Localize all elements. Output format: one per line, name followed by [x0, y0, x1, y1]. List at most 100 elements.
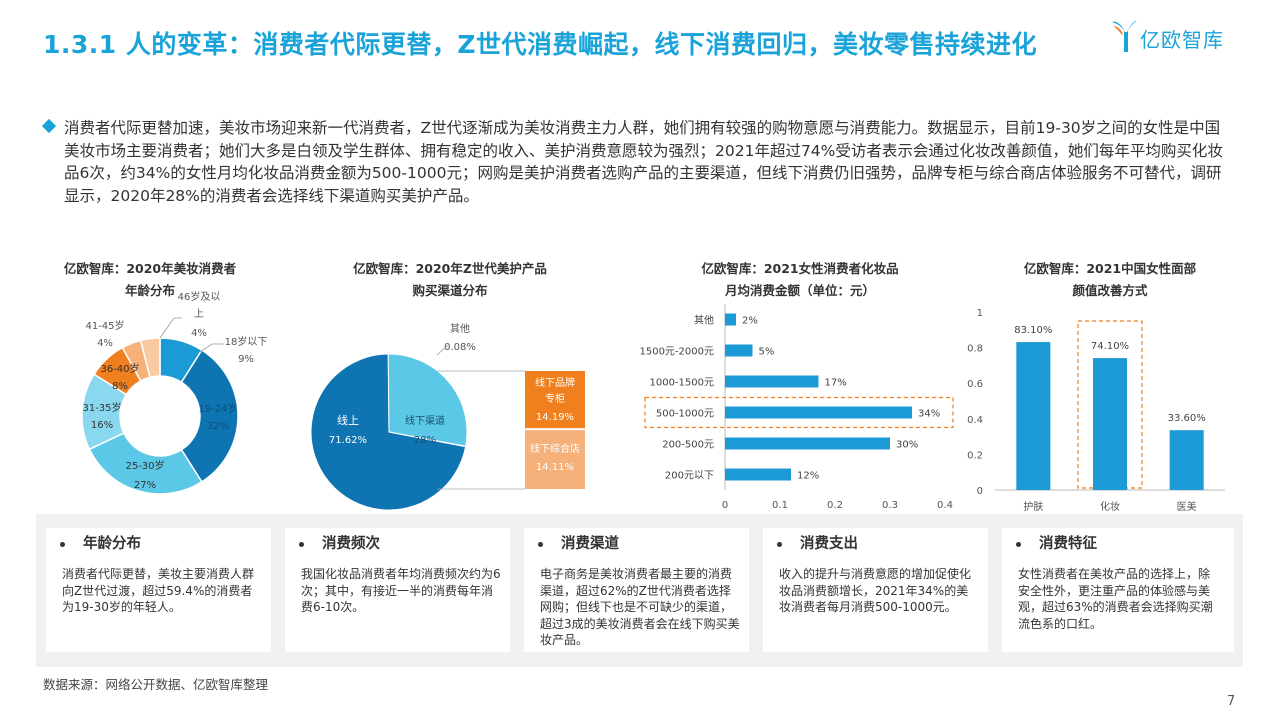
company-logo: 亿欧智库	[1110, 18, 1250, 58]
label-general-store: 线下综合店	[530, 442, 580, 455]
leader-46-plus	[159, 317, 182, 339]
label-brand-counter-line1: 线下品牌	[535, 376, 575, 389]
chart3-title: 亿欧智库：2021女性消费者化妆品 月均消费金额（单位：元）	[670, 258, 930, 302]
age-slice-2	[88, 432, 203, 495]
chart4-value-label: 74.10%	[1091, 341, 1129, 352]
panel-spending-body: 收入的提升与消费意愿的增加促使化妆品消费额增长，2021年34%的美妆消费者每月…	[779, 567, 972, 614]
chart4-bar	[1093, 358, 1127, 490]
panel-channel-title: 消费渠道	[561, 536, 619, 552]
panel-spending-title: 消费支出	[800, 536, 858, 552]
value-25-30: 27%	[134, 480, 156, 491]
panel-frequency: 消费频次 我国化妆品消费者年均消费频次约为6次；其中，有接近一半的消费每年消费6…	[285, 528, 510, 652]
chart3-highlight-box	[644, 396, 954, 429]
label-under-18: 18岁以下	[225, 335, 268, 348]
label-25-30: 25-30岁	[125, 459, 164, 472]
age-slice-1	[180, 349, 239, 483]
chart3-category-label: 500-1000元	[656, 409, 714, 420]
leader-other	[436, 344, 449, 356]
panel-age: 年龄分布 消费者代际更替，美妆主要消费人群向Z世代过渡，超过59.4%的消费者为…	[46, 528, 271, 652]
chart2-title: 亿欧智库：2020年Z世代美护产品 购买渠道分布	[330, 258, 570, 302]
value-general-store: 14.11%	[536, 462, 574, 473]
chart4-y-tick: 0.4	[967, 415, 983, 426]
value-online: 71.62%	[329, 435, 367, 446]
chart4-value-label: 83.10%	[1014, 325, 1052, 336]
chart4-value-label: 33.60%	[1168, 413, 1206, 424]
label-other: 其他	[450, 322, 470, 335]
page-number: 7	[1227, 694, 1236, 709]
value-31-35: 16%	[91, 420, 113, 431]
panel-age-body: 消费者代际更替，美妆主要消费人群向Z世代过渡，超过59.4%的消费者为19-30…	[62, 567, 255, 614]
chart4-y-tick: 0.8	[967, 344, 983, 355]
channel-slice-2	[388, 431, 467, 448]
chart4-title-line2: 颜值改善方式	[1072, 283, 1148, 298]
bullet-dot-icon	[538, 541, 543, 547]
chart3-value-label: 34%	[918, 409, 940, 420]
bullet-dot-icon	[1016, 541, 1021, 547]
panel-channel-head: 消费渠道	[538, 532, 619, 553]
chart3-x-tick: 0	[722, 500, 728, 511]
label-19-24: 19-24岁	[198, 402, 237, 415]
chart4-title: 亿欧智库：2021中国女性面部 颜值改善方式	[990, 258, 1230, 302]
chart3-category-label: 1000-1500元	[649, 378, 714, 389]
chart3-category-label: 1500元-2000元	[639, 347, 714, 358]
breakdown-general-store	[525, 430, 585, 489]
chart3-value-label: 30%	[896, 440, 918, 451]
leader-under-18	[199, 343, 224, 353]
panel-frequency-body: 我国化妆品消费者年均消费频次约为6次；其中，有接近一半的消费每年消费6-10次。	[301, 567, 501, 614]
summary-panels: 年龄分布 消费者代际更替，美妆主要消费人群向Z世代过渡，超过59.4%的消费者为…	[36, 514, 1243, 667]
value-19-24: 32%	[207, 421, 229, 432]
chart3-bar	[725, 313, 736, 326]
chart3-x-tick: 0.3	[882, 500, 898, 511]
chart3-x-tick: 0.2	[827, 500, 843, 511]
logo-mark-icon	[1112, 20, 1137, 52]
channel-slice-1	[387, 353, 468, 447]
panel-features-head: 消费特征	[1016, 532, 1097, 553]
chart3-value-label: 5%	[759, 347, 775, 358]
value-36-40: 8%	[112, 381, 128, 392]
chart3-category-label: 200元以下	[665, 471, 714, 482]
chart1-title: 亿欧智库：2020年美妆消费者 年龄分布	[30, 258, 270, 302]
panel-features-title: 消费特征	[1039, 536, 1097, 552]
label-46-plus-line1: 46岁及以	[178, 290, 221, 303]
chart3-bar	[725, 437, 890, 450]
label-41-45: 41-45岁	[85, 319, 124, 332]
page-title: 1.3.1 人的变革：消费者代际更替，Z世代消费崛起，线下消费回归，美妆零售持续…	[43, 30, 1038, 59]
breakdown-brand-counter	[525, 371, 585, 429]
chart1-title-line2: 年龄分布	[124, 283, 175, 298]
panel-channel-body: 电子商务是美妆消费者最主要的消费渠道，超过62%的Z世代消费者选择网购；但线下也…	[540, 567, 740, 647]
label-offline: 线下渠道	[405, 414, 445, 427]
bullet-dot-icon	[777, 541, 782, 547]
chart3-bar	[725, 375, 819, 388]
chart4-bar	[1169, 430, 1204, 490]
chart3-category-label: 其他	[694, 314, 714, 327]
chart3-bar	[725, 344, 753, 357]
chart4-category-label: 护肤	[1023, 500, 1043, 513]
panel-features: 消费特征 女性消费者在美妆产品的选择上，除安全性外，更注重产品的体验感与美观，超…	[1002, 528, 1234, 652]
chart4-y-tick: 0	[977, 486, 983, 497]
panel-channel: 消费渠道 电子商务是美妆消费者最主要的消费渠道，超过62%的Z世代消费者选择网购…	[524, 528, 749, 652]
panel-frequency-head: 消费频次	[299, 532, 380, 553]
chart3-bar	[725, 468, 791, 481]
chart4-bar	[1016, 342, 1051, 490]
label-online: 线上	[337, 413, 359, 427]
label-31-35: 31-35岁	[82, 401, 121, 414]
chart3-title-line2: 月均消费金额（单位：元）	[724, 283, 875, 298]
data-source: 数据来源：网络公开数据、亿欧智库整理	[43, 677, 269, 692]
panel-age-title: 年龄分布	[83, 536, 141, 552]
chart1-title-line1: 亿欧智库：2020年美妆消费者	[63, 261, 237, 276]
chart3-bar	[725, 406, 912, 419]
chart4-title-line1: 亿欧智库：2021中国女性面部	[1023, 261, 1197, 276]
value-41-45: 4%	[97, 338, 113, 349]
chart3-category-label: 200-500元	[662, 440, 714, 451]
intro-paragraph: 消费者代际更替加速，美妆市场迎来新一代消费者，Z世代逐渐成为美妆消费主力人群，她…	[41, 117, 1234, 207]
panel-frequency-title: 消费频次	[322, 536, 380, 552]
chart2-title-line1: 亿欧智库：2020年Z世代美护产品	[353, 261, 547, 276]
label-46-plus-line2: 上	[194, 308, 204, 320]
value-46-plus: 4%	[191, 328, 207, 339]
chart2-title-line2: 购买渠道分布	[412, 283, 488, 298]
age-slice-6	[139, 337, 161, 379]
chart4-y-tick: 0.2	[967, 450, 983, 461]
logo-text: 亿欧智库	[1140, 28, 1224, 52]
chart3-value-label: 17%	[825, 378, 847, 389]
